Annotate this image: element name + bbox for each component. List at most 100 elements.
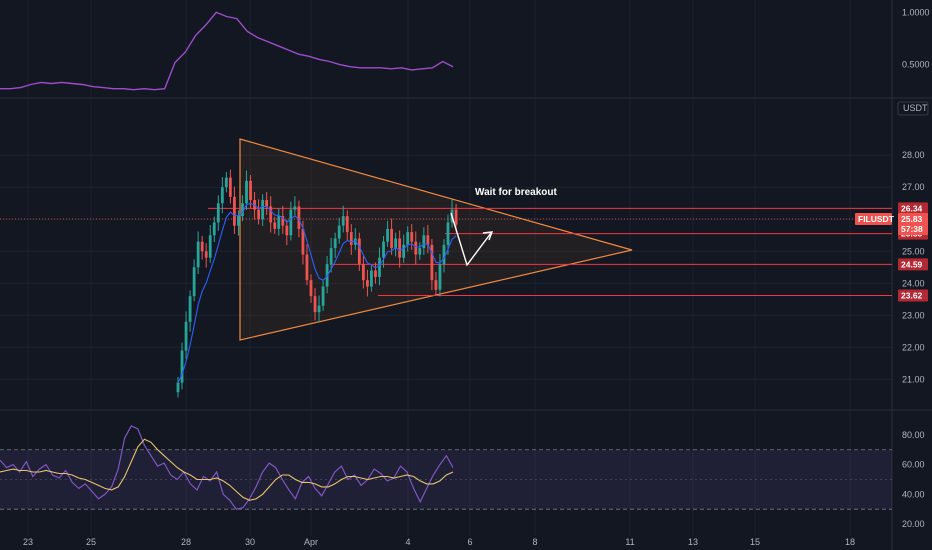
- candle-body: [357, 238, 361, 265]
- symbol-tag: [855, 213, 892, 225]
- candle-body: [341, 216, 345, 226]
- upper-indicator-axis: 1.0000 0.5000: [902, 7, 930, 69]
- price-level-tag-label: 24.59: [901, 259, 923, 269]
- candle-body: [285, 225, 289, 236]
- candle-body: [414, 241, 418, 255]
- candle-body: [321, 286, 325, 306]
- candle-body: [366, 280, 369, 287]
- price-axis-tick-label: 25.00: [902, 246, 925, 256]
- candle-body: [216, 203, 220, 223]
- candle-body: [418, 248, 422, 255]
- candle-body: [402, 244, 406, 258]
- candle-body: [297, 206, 301, 229]
- time-axis-tick-label: 11: [625, 537, 634, 547]
- candle-body: [398, 238, 402, 258]
- countdown-label: 57:38: [901, 224, 923, 234]
- price-level-tag: [898, 289, 928, 302]
- candle-body: [257, 209, 260, 220]
- time-axis-tick-label: 28: [181, 537, 191, 547]
- candle-body: [273, 222, 277, 229]
- upper-axis-tick-label: 1.0000: [902, 7, 930, 17]
- price-level-tag: [898, 258, 928, 271]
- candlestick-series: [176, 169, 458, 398]
- price-axis-tick-label: 27.00: [902, 182, 925, 192]
- candle-body: [390, 228, 393, 249]
- upper-indicator-line: [0, 11, 454, 91]
- candle-body: [237, 216, 240, 226]
- candle-body: [394, 238, 398, 249]
- candle-body: [293, 206, 297, 210]
- price-axis-tick-label: 28.00: [902, 150, 925, 160]
- price-axis-tick-label: 24.00: [902, 278, 925, 288]
- candle-body: [329, 248, 333, 265]
- rsi-axis-tick-label: 80.00: [902, 430, 925, 440]
- candle-body: [426, 235, 430, 245]
- grid-lines: [0, 0, 892, 536]
- time-axis-tick-label: 6: [467, 537, 472, 547]
- candle-body: [434, 280, 438, 290]
- time-axis-tick-label: 15: [750, 537, 760, 547]
- candle-body: [422, 235, 426, 249]
- unit-label: USDT: [903, 103, 928, 113]
- candle-body: [430, 244, 434, 281]
- candle-body: [361, 264, 365, 281]
- candle-body: [370, 270, 373, 287]
- time-axis: 23 25 28 30 Apr 4 6 8 11 13 15 18: [23, 537, 855, 547]
- candle-body: [410, 232, 414, 242]
- candle-body: [442, 244, 446, 265]
- unit-label-box: [897, 101, 929, 116]
- rsi-panel: 80.00 60.00 40.00 20.00: [0, 425, 925, 529]
- symbol-tag-label: FILUSDT: [858, 214, 895, 224]
- time-axis-tick-label: Apr: [304, 537, 318, 547]
- candle-body: [305, 254, 309, 281]
- rsi-axis-tick-label: 20.00: [902, 519, 925, 529]
- time-axis-tick-label: 8: [532, 537, 537, 547]
- candle-body: [176, 382, 180, 393]
- candle-body: [313, 296, 317, 313]
- candle-body: [446, 222, 450, 245]
- projection-arrow[interactable]: [450, 212, 492, 267]
- candle-body: [378, 257, 381, 277]
- projection-arrowhead-icon: [482, 231, 494, 241]
- price-axis-tick-label: 23.00: [902, 310, 925, 320]
- candle-body: [192, 267, 196, 297]
- time-axis-tick-label: 18: [845, 537, 855, 547]
- candle-body: [233, 196, 236, 226]
- candle-body: [349, 232, 353, 245]
- price-level-tag-label: 23.62: [901, 290, 923, 300]
- candle-body: [208, 235, 212, 258]
- candle-body: [196, 241, 200, 268]
- rsi-axis-tick-label: 40.00: [902, 489, 925, 499]
- rsi-axis-tick-label: 60.00: [902, 460, 925, 470]
- candle-body: [382, 241, 385, 258]
- candle-body: [188, 296, 192, 322]
- time-axis-tick-label: 13: [688, 537, 698, 547]
- time-axis-tick-label: 23: [23, 537, 33, 547]
- rsi-moving-average-line: [0, 438, 454, 501]
- upper-indicator-panel: 1.0000 0.5000: [0, 7, 930, 91]
- time-axis-tick-label: 4: [405, 537, 410, 547]
- price-level-tag-label: 26.34: [901, 203, 923, 213]
- candle-body: [289, 209, 293, 236]
- current-price-label: 25.83: [901, 214, 923, 224]
- candle-body: [301, 228, 305, 255]
- candle-body: [180, 350, 184, 383]
- candle-body: [333, 238, 337, 249]
- candle-body: [269, 206, 273, 223]
- candle-body: [406, 232, 410, 245]
- price-axis-tick-label: 22.00: [902, 342, 925, 352]
- candle-body: [345, 216, 349, 233]
- rsi-axis: 80.00 60.00 40.00 20.00: [902, 430, 925, 529]
- breakout-annotation[interactable]: Wait for breakout: [475, 187, 558, 198]
- candle-body: [204, 251, 208, 258]
- time-axis-tick-label: 25: [86, 537, 96, 547]
- candle-body: [265, 200, 269, 207]
- candle-body: [386, 228, 389, 242]
- support-resistance-levels: [208, 207, 892, 296]
- candle-body: [245, 180, 248, 204]
- price-panel[interactable]: USDT Wait for breakout 28.0027.0026.0025…: [0, 101, 929, 398]
- moving-average-line: [177, 202, 457, 383]
- candle-body: [454, 209, 458, 225]
